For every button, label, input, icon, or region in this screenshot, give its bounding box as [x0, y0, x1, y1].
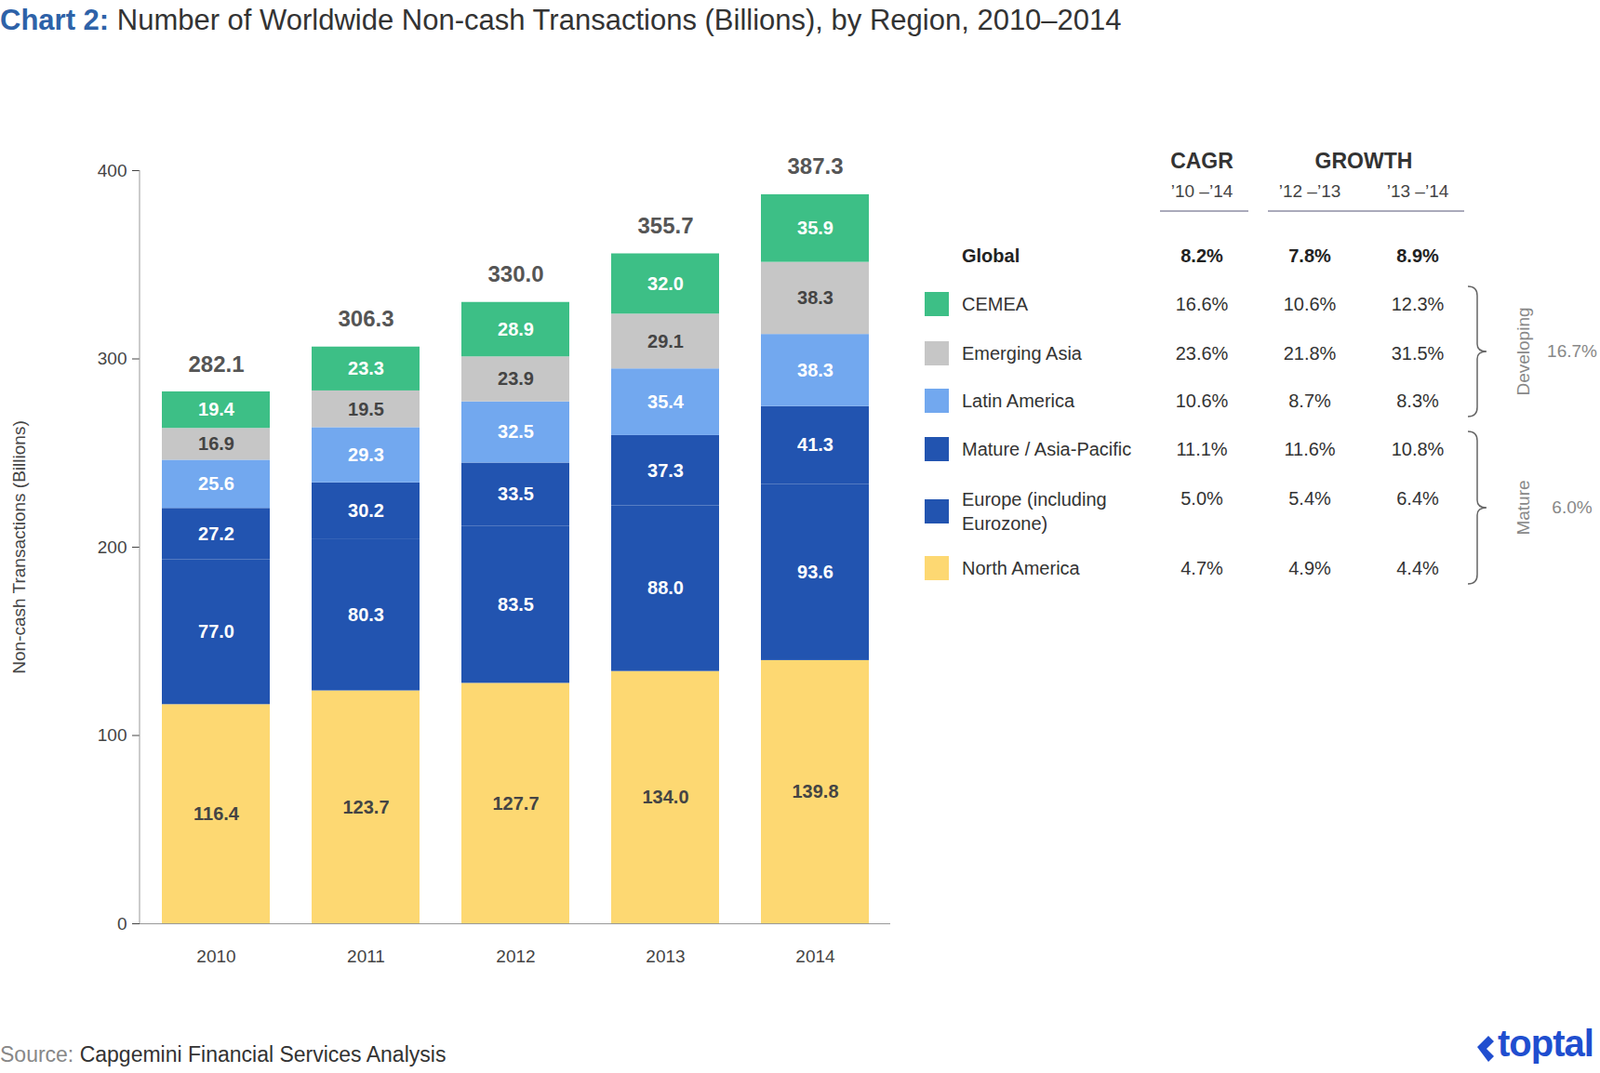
svg-text:Non-cash Transactions (Billion: Non-cash Transactions (Billions)	[9, 420, 29, 674]
html-text:10.6%: 10.6%	[1175, 390, 1229, 411]
html-text:31.5%: 31.5%	[1391, 342, 1445, 364]
svg-text:32.5: 32.5	[497, 421, 534, 442]
svg-text:355.7: 355.7	[637, 213, 694, 239]
svg-text:134.0: 134.0	[641, 786, 689, 808]
svg-text:32.0: 32.0	[647, 273, 684, 294]
html-text:7.8%: 7.8%	[1288, 245, 1331, 266]
html-text:Source: Capgemini Financial Se: Source: Capgemini Financial Services Ana…	[0, 1042, 446, 1067]
svg-text:23.3: 23.3	[347, 358, 385, 379]
html-text:10.8%: 10.8%	[1391, 438, 1445, 460]
svg-text:19.5: 19.5	[347, 399, 385, 420]
html-text:4.4%: 4.4%	[1396, 557, 1439, 579]
html-text:Latin America: Latin America	[961, 390, 1075, 412]
html-text:12.3%: 12.3%	[1391, 293, 1445, 314]
svg-text:28.9: 28.9	[497, 319, 534, 340]
html-text:’13 –’14: ’13 –’14	[1386, 181, 1449, 201]
svg-text:123.7: 123.7	[342, 797, 389, 818]
svg-text:83.5: 83.5	[497, 594, 534, 615]
html-text:8.9%: 8.9%	[1396, 245, 1439, 266]
svg-text:80.3: 80.3	[347, 604, 385, 626]
svg-text:200: 200	[97, 537, 128, 558]
html-text:North America: North America	[961, 558, 1080, 579]
html-text:8.2%: 8.2%	[1180, 245, 1224, 266]
html-text:8.3%: 8.3%	[1396, 390, 1439, 411]
html-text:CEMEA: CEMEA	[961, 293, 1028, 315]
svg-text:2010: 2010	[196, 946, 236, 967]
svg-text:306.3: 306.3	[337, 306, 394, 332]
html-text:’12 –’13: ’12 –’13	[1278, 181, 1341, 201]
html-text:23.6%: 23.6%	[1175, 342, 1229, 364]
svg-text:77.0: 77.0	[198, 621, 235, 642]
html-text:21.8%: 21.8%	[1283, 342, 1337, 364]
svg-text:35.4: 35.4	[647, 391, 685, 413]
svg-text:387.3: 387.3	[786, 153, 843, 179]
html-text:Europe (including Eurozone): Europe (including Eurozone)	[961, 489, 1107, 534]
html-text:Mature: Mature	[1513, 480, 1534, 536]
svg-text:0: 0	[117, 914, 128, 934]
html-text:Emerging Asia: Emerging Asia	[961, 343, 1082, 364]
svg-text:116.4: 116.4	[193, 803, 240, 825]
html-text:5.4%: 5.4%	[1288, 487, 1331, 509]
html-text:GROWTH: GROWTH	[1314, 148, 1413, 173]
html-text:8.7%: 8.7%	[1288, 390, 1331, 411]
svg-text:27.2: 27.2	[198, 523, 235, 545]
svg-text:23.9: 23.9	[497, 368, 534, 389]
html-text:16.6%: 16.6%	[1175, 293, 1229, 314]
html-text:CAGR: CAGR	[1170, 148, 1234, 173]
svg-text:2014: 2014	[795, 946, 836, 967]
html-text:Developing: Developing	[1513, 307, 1534, 396]
html-text:10.6%: 10.6%	[1283, 293, 1337, 314]
html-text:Mature / Asia-Pacific: Mature / Asia-Pacific	[961, 439, 1132, 460]
html-text:toptal: toptal	[1497, 1023, 1594, 1065]
svg-text:37.3: 37.3	[647, 460, 684, 481]
svg-text:300: 300	[97, 348, 128, 369]
svg-text:41.3: 41.3	[797, 434, 834, 455]
html-text:Global: Global	[961, 245, 1020, 266]
svg-text:2013: 2013	[645, 946, 685, 967]
html-text:Chart 2: Number of Worldwide N: Chart 2: Number of Worldwide Non-cash Tr…	[0, 3, 1122, 37]
svg-text:35.9: 35.9	[797, 217, 834, 239]
html-text:11.1%: 11.1%	[1176, 438, 1228, 460]
html-text:11.6%: 11.6%	[1284, 438, 1336, 460]
svg-text:38.3: 38.3	[797, 360, 834, 381]
html-text:4.9%: 4.9%	[1288, 557, 1331, 579]
html-text:6.0%: 6.0%	[1551, 497, 1593, 518]
svg-text:29.3: 29.3	[347, 444, 385, 466]
svg-text:127.7: 127.7	[492, 793, 539, 814]
svg-text:330.0: 330.0	[487, 261, 544, 287]
html-text:6.4%: 6.4%	[1396, 487, 1439, 509]
html-text:4.7%: 4.7%	[1180, 557, 1224, 579]
html-text:’10 –’14: ’10 –’14	[1170, 181, 1233, 201]
svg-text:2011: 2011	[346, 946, 386, 967]
svg-text:100: 100	[97, 725, 128, 746]
svg-text:29.1: 29.1	[647, 331, 684, 352]
html-text:16.7%: 16.7%	[1547, 341, 1598, 361]
svg-text:25.6: 25.6	[198, 473, 235, 494]
html-text:5.0%: 5.0%	[1180, 487, 1224, 509]
svg-text:93.6: 93.6	[797, 561, 834, 583]
svg-text:19.4: 19.4	[198, 399, 236, 420]
svg-text:16.9: 16.9	[198, 433, 235, 454]
svg-text:400: 400	[97, 160, 128, 181]
svg-text:2012: 2012	[495, 946, 535, 967]
svg-text:139.8: 139.8	[791, 781, 839, 802]
svg-text:30.2: 30.2	[347, 500, 385, 521]
svg-text:88.0: 88.0	[647, 577, 684, 599]
svg-text:282.1: 282.1	[187, 351, 244, 377]
svg-text:33.5: 33.5	[497, 483, 534, 505]
svg-text:38.3: 38.3	[797, 287, 834, 308]
